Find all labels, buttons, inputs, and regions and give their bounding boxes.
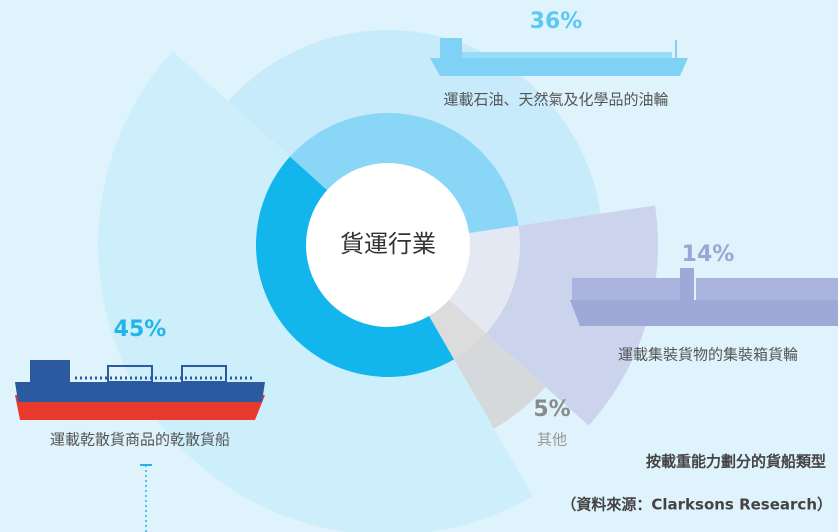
tanker-bridge: [440, 38, 462, 58]
category-label: 其他: [537, 431, 567, 449]
bulk-crane: [107, 365, 153, 383]
inner-wedge: [428, 298, 487, 360]
center-circle: [306, 163, 470, 327]
inner-wedge: [447, 225, 520, 334]
bulk-crane: [181, 365, 227, 383]
tanker-deck: [462, 52, 672, 58]
inner-wedge: [289, 113, 519, 234]
category-label: 運載集裝貨物的集裝箱貨輪: [618, 346, 798, 364]
container-stack: [572, 278, 682, 300]
container-stack: [696, 278, 838, 300]
value-label: 45%: [114, 317, 167, 342]
inner-wedge: [256, 156, 454, 377]
source: （資料來源：Clarksons Research）: [561, 496, 832, 514]
tanker-hull: [430, 58, 688, 76]
container-hull: [570, 300, 838, 326]
category-label: 運載石油、天然氣及化學品的油輪: [443, 91, 668, 109]
value-label: 36%: [530, 9, 583, 34]
ship-icons: [15, 38, 838, 420]
value-label: 14%: [682, 242, 735, 267]
note: 按載重能力劃分的貨船類型: [646, 453, 826, 471]
center-label: 貨運行業: [340, 230, 436, 258]
category-label: 運載乾散貨商品的乾散貨船: [50, 431, 230, 449]
bulk-bridge: [30, 360, 70, 382]
container-bridge: [680, 268, 694, 300]
bulk-hull: [15, 382, 265, 402]
value-label: 5%: [533, 397, 570, 422]
